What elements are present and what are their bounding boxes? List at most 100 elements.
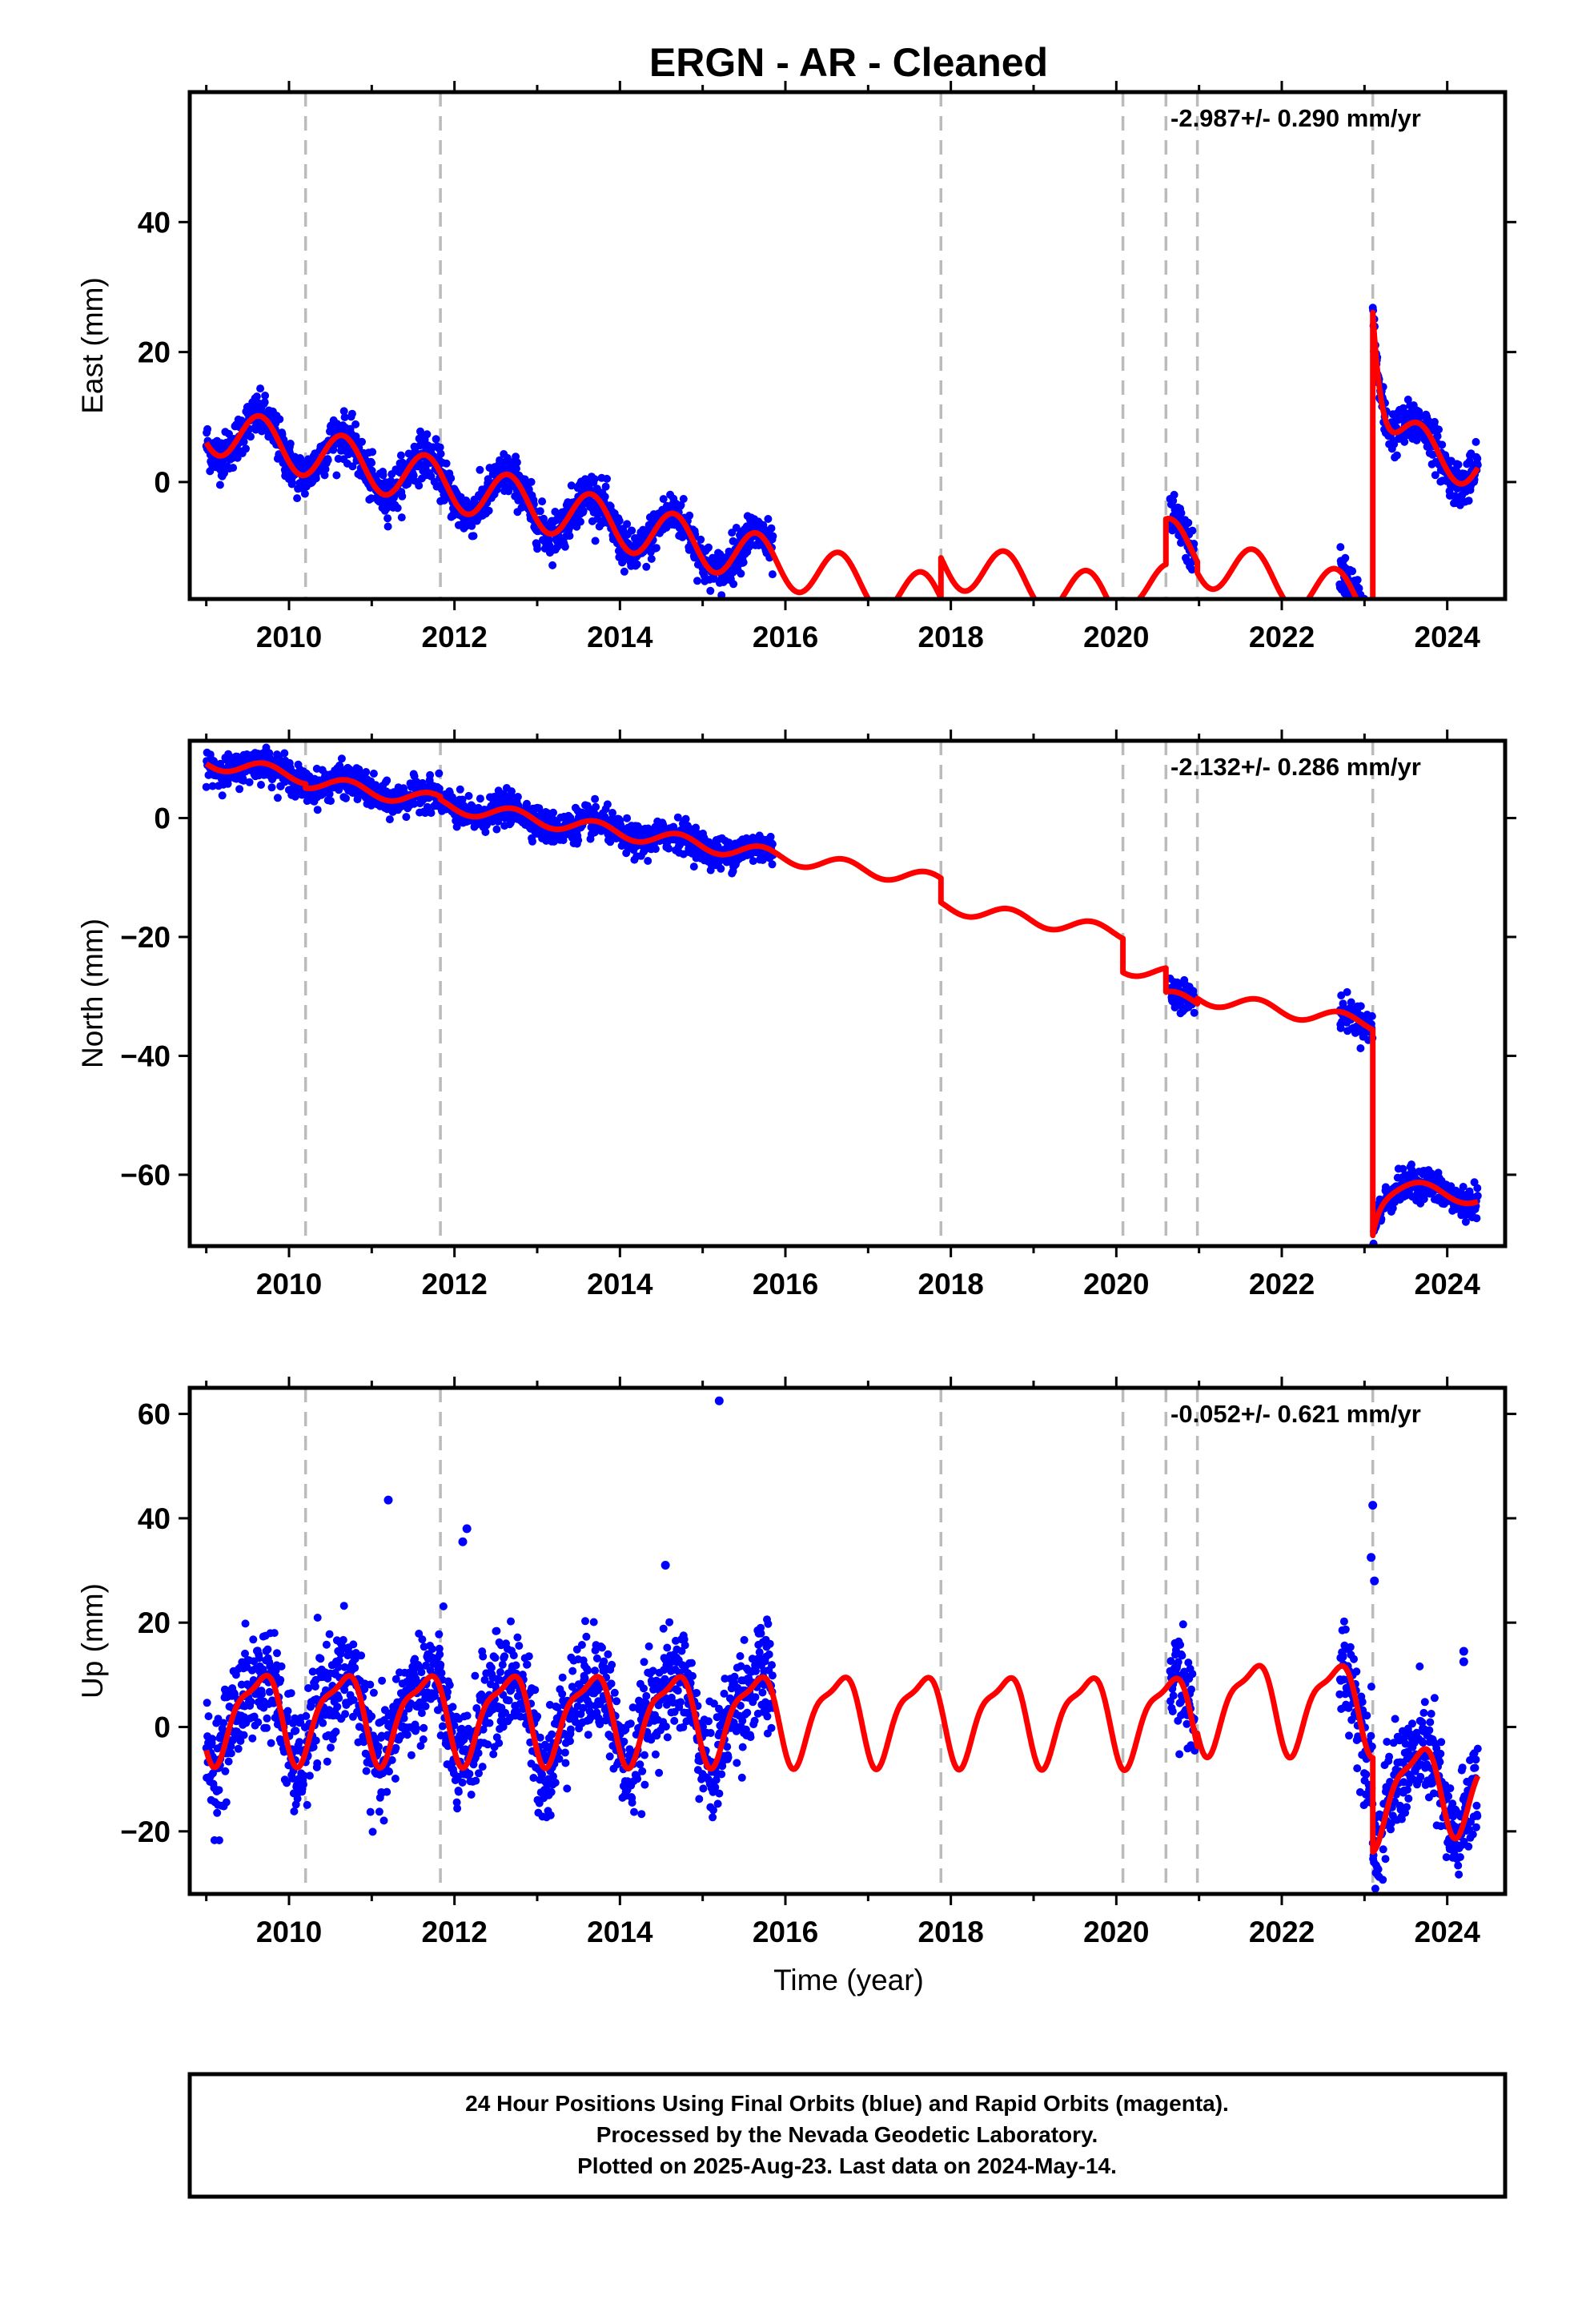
east-data-point (706, 586, 715, 595)
east-data-point (1364, 605, 1372, 613)
east-data-point (1350, 607, 1358, 615)
north-data-point (574, 836, 583, 845)
north-data-point (1356, 1044, 1365, 1052)
east-data-point (548, 561, 557, 569)
up-data-point (236, 1737, 245, 1745)
chart-title: ERGN - AR - Cleaned (649, 40, 1048, 85)
up-data-point (367, 1712, 376, 1721)
up-data-point (477, 1694, 486, 1703)
east-data-point (1360, 620, 1368, 628)
east-x-tick-label: 2022 (1249, 621, 1315, 653)
up-data-point (436, 1731, 445, 1740)
up-data-point (340, 1663, 349, 1671)
up-data-point (536, 1733, 544, 1742)
east-data-point (1363, 617, 1371, 625)
up-data-point (215, 1786, 223, 1795)
east-data-point (447, 474, 456, 483)
east-data-point (1365, 617, 1373, 625)
east-data-point (1359, 614, 1367, 622)
east-data-point (1187, 565, 1196, 574)
up-data-point (295, 1738, 303, 1747)
up-data-point (428, 1645, 436, 1654)
up-data-point (335, 1694, 343, 1703)
north-data-point (257, 781, 265, 789)
east-data-point (436, 443, 444, 452)
east-data-point (358, 437, 366, 446)
up-data-point (495, 1739, 504, 1747)
north-data-point (603, 800, 612, 809)
up-data-point (304, 1684, 313, 1692)
up-data-point (227, 1749, 235, 1758)
east-data-point (1472, 437, 1480, 446)
north-data-point (608, 809, 616, 817)
up-data-point (509, 1651, 518, 1660)
east-data-point (468, 521, 476, 530)
up-data-point (467, 1791, 476, 1799)
north-data-point (768, 860, 777, 869)
east-data-point (396, 451, 405, 460)
north-data-point (402, 813, 411, 822)
east-data-point (1361, 617, 1369, 625)
up-data-point (339, 1635, 347, 1644)
up-data-point (458, 1778, 467, 1787)
up-data-point (222, 1798, 231, 1807)
up-data-point (498, 1660, 507, 1669)
up-data-point (450, 1721, 459, 1730)
north-data-point (418, 778, 427, 787)
east-y-tick-label: 0 (154, 466, 171, 499)
east-data-point (642, 562, 651, 571)
east-data-point (1355, 584, 1363, 593)
north-y-tick-label: −20 (120, 921, 171, 954)
up-data-point (369, 1688, 378, 1697)
east-data-point (504, 487, 513, 496)
up-data-point (267, 1739, 275, 1747)
east-data-point (1358, 609, 1366, 617)
east-data-point (1433, 432, 1442, 440)
up-data-point (463, 1711, 472, 1720)
up-data-point (379, 1816, 388, 1825)
up-data-point (452, 1798, 461, 1807)
up-data-point (375, 1807, 383, 1816)
east-data-point (476, 465, 484, 474)
up-data-point (340, 1686, 349, 1695)
north-velocity-label: -2.132+/- 0.286 mm/yr (1170, 753, 1421, 781)
north-x-tick-label: 2016 (753, 1268, 818, 1301)
up-data-point (341, 1710, 350, 1719)
up-data-point (507, 1617, 515, 1626)
east-y-tick-label: 40 (138, 206, 171, 239)
north-data-point (665, 844, 673, 853)
north-data-point (523, 799, 531, 808)
east-data-point (1345, 601, 1353, 609)
east-data-point (590, 475, 599, 484)
east-data-point (647, 554, 656, 563)
up-data-point (203, 1699, 211, 1707)
north-x-tick-label: 2010 (256, 1268, 322, 1301)
east-data-point (693, 577, 701, 585)
east-data-point (1392, 451, 1401, 460)
up-data-point (263, 1714, 271, 1723)
north-data-point (1473, 1192, 1482, 1200)
north-data-point (689, 862, 698, 871)
up-data-point (531, 1686, 540, 1695)
up-data-point (475, 1769, 483, 1778)
east-data-point (1359, 617, 1367, 625)
north-data-point (592, 802, 600, 811)
east-data-point (397, 513, 406, 522)
up-data-point (421, 1702, 430, 1711)
up-data-point (471, 1671, 480, 1680)
east-data-point (591, 537, 600, 545)
up-data-point (436, 1650, 444, 1659)
up-data-point (309, 1743, 318, 1751)
north-data-point (1343, 987, 1351, 996)
east-data-point (705, 543, 713, 552)
north-data-point (749, 857, 757, 866)
up-data-point (474, 1749, 483, 1758)
east-data-point (560, 542, 569, 551)
east-data-point (1357, 613, 1365, 621)
up-data-point (299, 1771, 308, 1780)
up-data-point (258, 1690, 266, 1699)
north-y-tick-label: −40 (120, 1039, 171, 1072)
up-data-point (437, 1669, 446, 1677)
up-data-point (366, 1807, 375, 1816)
east-x-tick-label: 2016 (753, 621, 818, 653)
